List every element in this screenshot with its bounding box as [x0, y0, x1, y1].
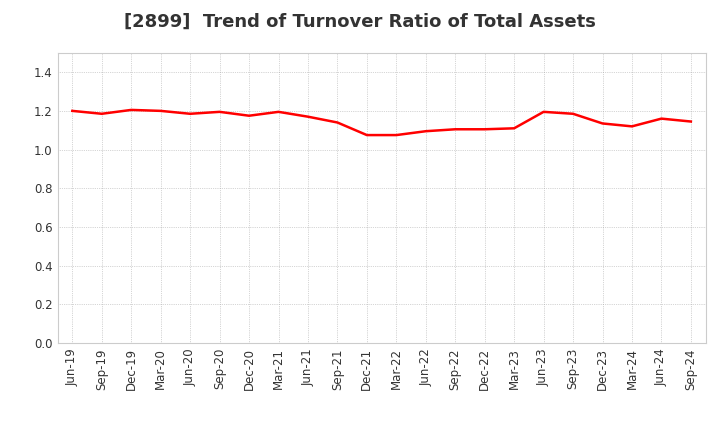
Text: [2899]  Trend of Turnover Ratio of Total Assets: [2899] Trend of Turnover Ratio of Total … — [124, 13, 596, 31]
